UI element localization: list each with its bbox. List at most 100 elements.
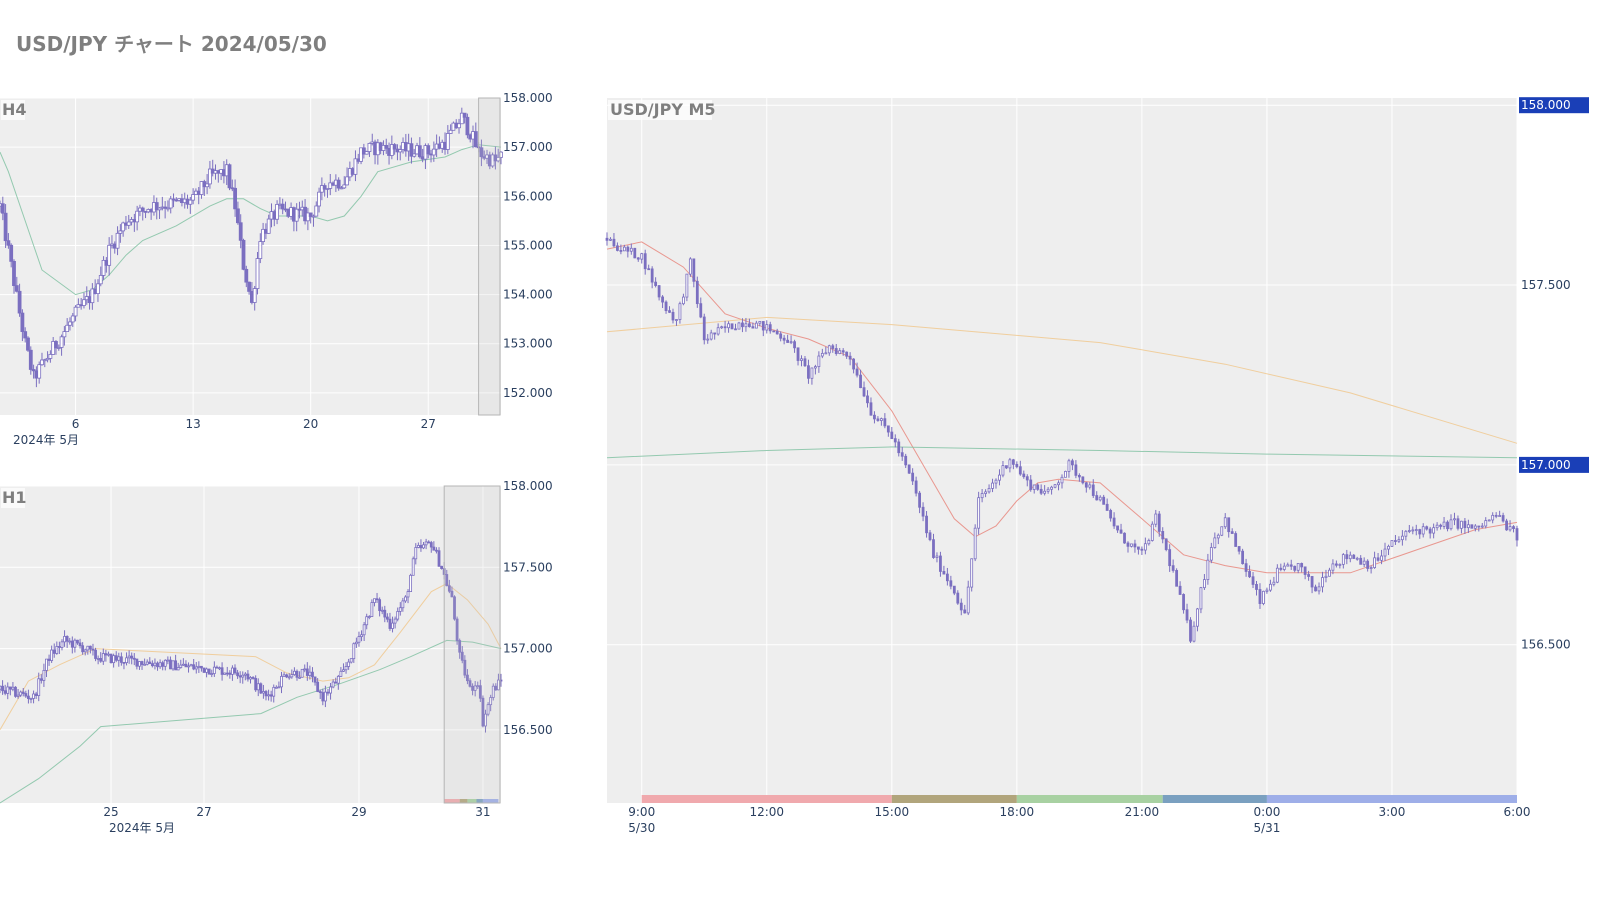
candle-body (385, 616, 389, 620)
candle-body (761, 321, 765, 331)
candle-body (150, 663, 154, 667)
candle-body (63, 636, 66, 643)
candle-body (465, 116, 470, 136)
candle-body (1077, 474, 1081, 478)
candle-body (264, 691, 268, 697)
candle-body (765, 324, 769, 331)
candle-body (1154, 513, 1158, 525)
candle-body (191, 194, 196, 201)
candle-body (275, 203, 279, 220)
candle-body (126, 221, 131, 226)
candle-body (396, 611, 400, 620)
candle-body (1098, 496, 1102, 501)
candle-body (803, 358, 807, 367)
candle-body (942, 571, 946, 575)
candle-body (709, 332, 713, 340)
candle-body (706, 338, 710, 341)
candle-body (1418, 529, 1422, 535)
candle-body (622, 246, 626, 252)
candle-body (1209, 547, 1213, 561)
candle-body (1262, 590, 1265, 604)
candle-body (249, 677, 252, 680)
candle-body (1150, 523, 1154, 541)
candle-body (876, 418, 880, 421)
candle-body (29, 698, 33, 700)
x-axis-date-label: 5/30 (628, 821, 655, 835)
moving-average-line (606, 241, 1518, 574)
candle-body (1, 685, 4, 692)
candle-body (311, 671, 314, 678)
candle-body (316, 681, 320, 692)
candle-body (1088, 484, 1092, 488)
candle-body (197, 665, 201, 668)
candle-body (807, 365, 810, 379)
candle-body (1255, 584, 1258, 590)
candle-body (14, 285, 19, 292)
candle-body (73, 306, 78, 317)
candle-body (1008, 459, 1012, 469)
candle-body (389, 144, 394, 156)
candle-body (471, 685, 474, 691)
candle-body (445, 574, 449, 587)
candle-body (481, 697, 485, 727)
candle-body (1171, 565, 1175, 571)
candle-body (378, 599, 382, 611)
candle-body (42, 359, 47, 362)
candle-body (101, 259, 106, 276)
candle-body (6, 686, 10, 694)
candle-body (153, 662, 157, 667)
candle-body (1060, 476, 1064, 484)
candle-body (347, 661, 351, 667)
session-band (891, 795, 1017, 803)
session-band (1162, 795, 1267, 803)
x-tick-label: 15:00 (875, 805, 910, 819)
candle-body (220, 667, 224, 675)
candle-body (886, 425, 890, 433)
candle-body (1397, 539, 1401, 542)
candle-body (1484, 520, 1488, 527)
plot-background (0, 486, 501, 803)
candle-body (838, 350, 842, 354)
candle-body (678, 303, 682, 320)
candle-body (78, 642, 82, 647)
candle-body (107, 653, 110, 656)
candle-body (1143, 543, 1147, 551)
candle-body (1130, 543, 1133, 547)
plot-background (607, 98, 1517, 803)
candle-body (841, 350, 845, 353)
candle-body (416, 545, 420, 548)
candle-body (308, 671, 312, 676)
candle-body (383, 609, 387, 618)
candle-body (1053, 484, 1057, 488)
candle-body (32, 693, 35, 699)
candle-body (918, 492, 921, 508)
candle-body (258, 241, 263, 259)
candle-body (890, 431, 894, 440)
session-band (459, 799, 468, 803)
candle-body (406, 591, 410, 598)
candle-body (893, 438, 897, 443)
candle-body (1248, 571, 1251, 578)
candle-body (1428, 528, 1432, 534)
candle-body (189, 664, 193, 667)
candle-body (404, 596, 407, 602)
y-tick-label: 154.000 (503, 288, 553, 302)
candle-body (322, 185, 327, 190)
candle-body (127, 655, 131, 659)
candle-body (751, 326, 755, 329)
candle-body (748, 323, 751, 328)
candle-body (247, 281, 252, 292)
candle-body (154, 202, 159, 211)
candle-body (212, 666, 216, 674)
candle-body (14, 686, 17, 697)
candle-body (949, 580, 953, 587)
candle-body (349, 658, 353, 663)
candle-body (848, 355, 852, 360)
y-tick-label: 158.000 (503, 479, 553, 493)
candle-body (869, 402, 873, 416)
candle-body (114, 655, 118, 661)
candle-body (779, 333, 783, 339)
candle-body (414, 547, 418, 560)
candle-body (1345, 554, 1349, 560)
candle-body (907, 464, 911, 474)
